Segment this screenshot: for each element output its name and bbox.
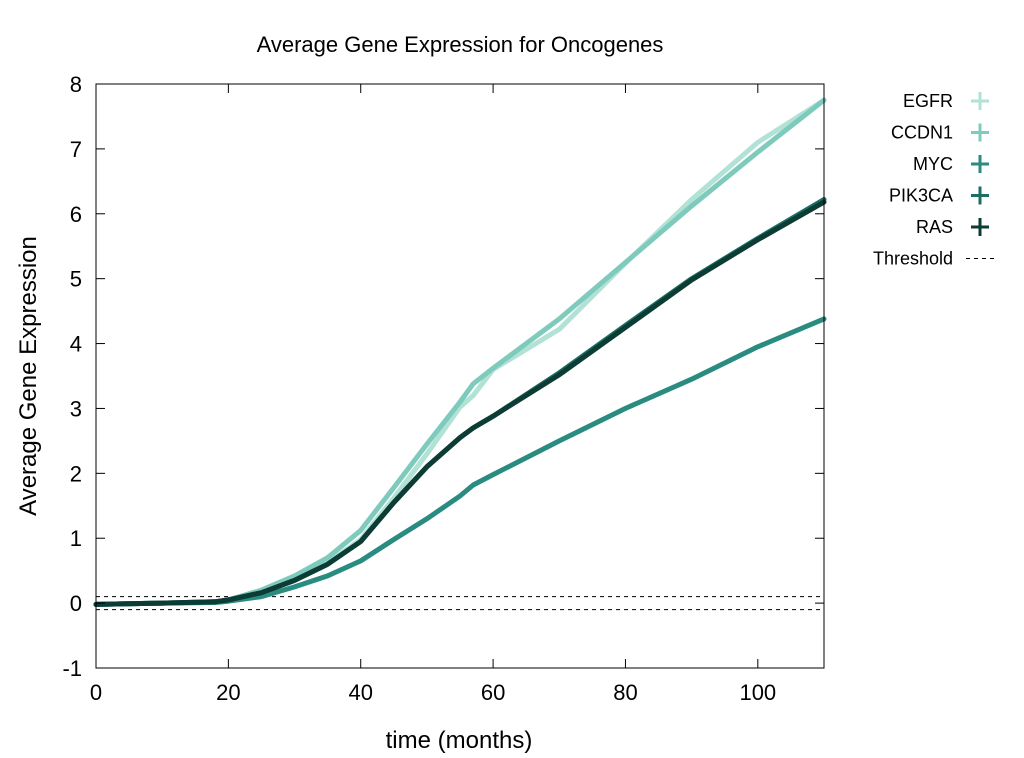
x-tick-label: 20 xyxy=(216,680,240,705)
series-line-ras xyxy=(93,199,827,607)
plot-frame xyxy=(95,83,825,669)
x-tick-label: 40 xyxy=(348,680,372,705)
x-tick-label: 60 xyxy=(481,680,505,705)
series-line-egfr xyxy=(93,97,827,607)
legend-label: RAS xyxy=(916,217,953,237)
legend-label: Threshold xyxy=(873,249,953,269)
axes-layer: 0 20 40 60 80 100 -1 0 1 2 3 4 5 6 7 8 xyxy=(62,72,825,705)
y-tick-label: 2 xyxy=(70,461,82,486)
y-tick-label: -1 xyxy=(62,656,82,681)
series-line-myc xyxy=(93,316,827,607)
x-tick-label: 100 xyxy=(739,680,776,705)
y-tick-label: 1 xyxy=(70,526,82,551)
series-layer xyxy=(93,97,827,607)
y-axis-title: Average Gene Expression xyxy=(15,236,42,516)
y-tick-label: 3 xyxy=(70,396,82,421)
legend-label: MYC xyxy=(913,154,953,174)
x-tick-label: 0 xyxy=(90,680,102,705)
legend: EGFR CCDN1 MYC PIK3CA RAS Threshold xyxy=(873,91,998,269)
y-tick-label: 5 xyxy=(70,267,82,292)
x-tick-label: 80 xyxy=(613,680,637,705)
x-axis-title: time (months) xyxy=(386,727,533,754)
chart-title: Average Gene Expression for Oncogenes xyxy=(257,32,664,57)
series-line-ccdn1 xyxy=(93,97,827,607)
y-tick-label: 4 xyxy=(70,332,82,357)
y-tick-label: 7 xyxy=(70,137,82,162)
legend-label: CCDN1 xyxy=(891,123,953,143)
y-tick-label: 6 xyxy=(70,202,82,227)
legend-label: PIK3CA xyxy=(889,186,953,206)
y-tick-label: 0 xyxy=(70,591,82,616)
y-tick-label: 8 xyxy=(70,72,82,97)
threshold-layer xyxy=(96,596,824,611)
legend-label: EGFR xyxy=(903,91,953,111)
